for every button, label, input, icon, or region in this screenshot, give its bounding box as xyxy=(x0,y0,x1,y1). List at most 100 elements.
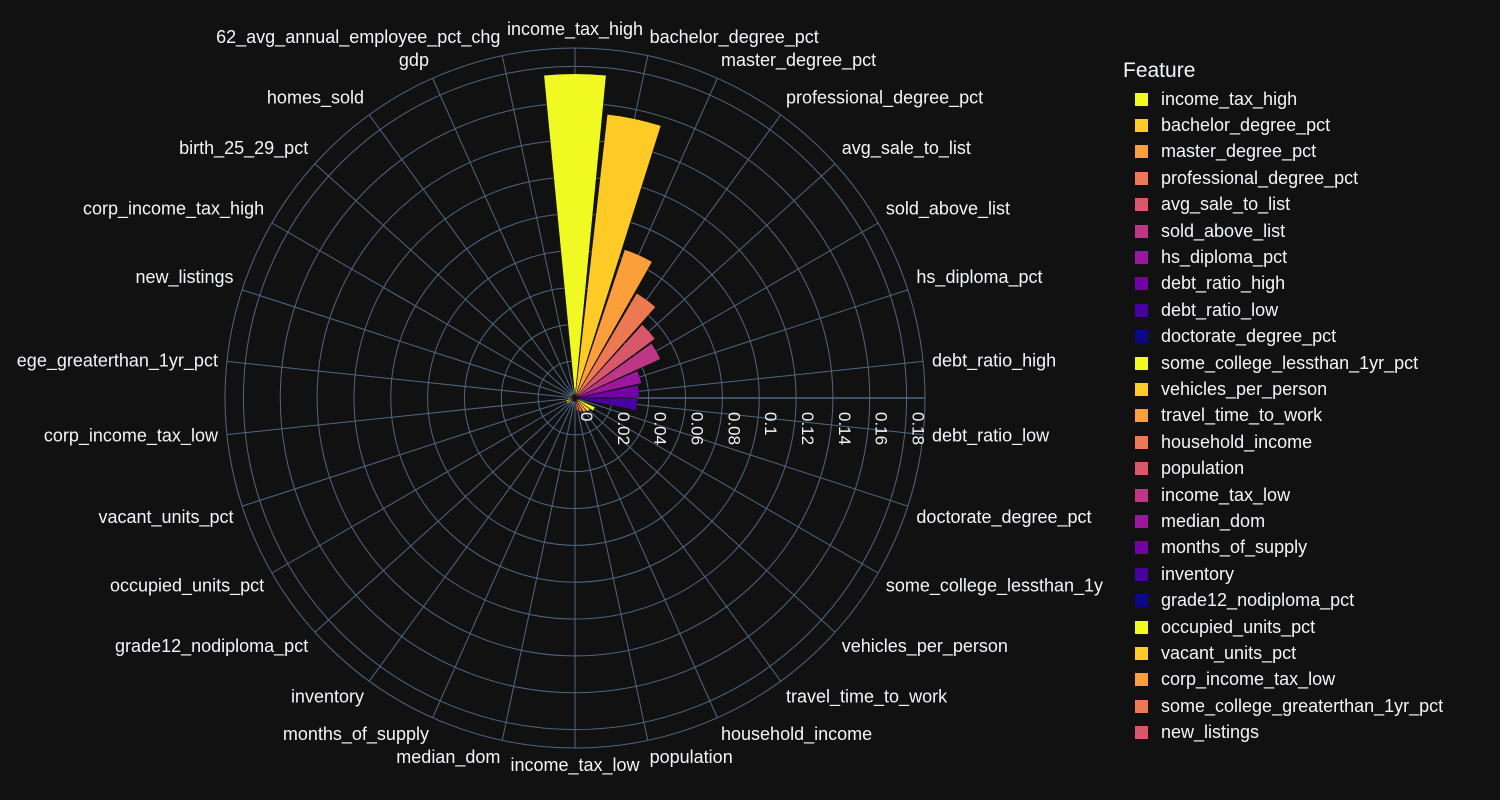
bar-household_income[interactable] xyxy=(574,397,583,413)
bar-sold_above_list[interactable] xyxy=(574,343,661,399)
grid-spoke xyxy=(314,397,576,633)
radial-tick-label: 0.16 xyxy=(872,412,891,445)
legend-item[interactable]: doctorate_degree_pct xyxy=(1123,324,1500,350)
bar-corp_income_tax_low[interactable] xyxy=(567,397,576,400)
legend-label: debt_ratio_high xyxy=(1161,273,1286,294)
legend-label: bachelor_degree_pct xyxy=(1161,115,1331,136)
legend-swatch xyxy=(1135,145,1148,159)
angular-label: ege_greaterthan_1yr_pct xyxy=(17,350,218,371)
angular-label: inventory xyxy=(291,686,364,706)
bar-hs_diploma_pct[interactable] xyxy=(574,370,642,399)
legend-label: avg_sale_to_list xyxy=(1161,194,1291,215)
angular-label: months_of_supply xyxy=(283,724,429,745)
legend-item[interactable]: hs_diploma_pct xyxy=(1123,244,1500,270)
legend-swatch xyxy=(1135,382,1148,396)
legend-item[interactable]: debt_ratio_high xyxy=(1123,271,1500,297)
grid-spoke xyxy=(574,397,718,718)
legend-item[interactable]: inventory xyxy=(1123,561,1500,587)
legend-label: master_degree_pct xyxy=(1161,141,1317,162)
legend-swatch xyxy=(1135,673,1148,687)
axis-labels: 0 0.02 0.04 0.06 0.08 0.1 0.12 0.14 0.16 0.18 inco… xyxy=(17,19,1103,776)
legend-label: hs_diploma_pct xyxy=(1161,247,1288,268)
legend-label: household_income xyxy=(1161,431,1313,452)
legend-item[interactable]: avg_sale_to_list xyxy=(1123,192,1500,218)
grid-spoke xyxy=(501,397,576,741)
legend-item[interactable]: months_of_supply xyxy=(1123,535,1500,561)
bar-debt_ratio_high[interactable] xyxy=(574,384,640,399)
bar-professional_degree_pct[interactable] xyxy=(574,292,656,399)
bar-debt_ratio_low[interactable] xyxy=(574,397,638,411)
grid-spoke xyxy=(574,397,909,507)
legend-item[interactable]: occupied_units_pct xyxy=(1123,614,1500,640)
grid-spoke xyxy=(574,397,782,682)
legend-item[interactable]: corp_income_tax_low xyxy=(1123,667,1500,693)
angular-label: doctorate_degree_pct xyxy=(916,507,1091,528)
bar-vacant_units_pct[interactable] xyxy=(565,397,576,403)
legend-item[interactable]: professional_degree_pct xyxy=(1123,165,1500,191)
angular-label: median_dom xyxy=(396,747,500,768)
grid-spoke xyxy=(226,397,576,436)
angular-label: sold_above_list xyxy=(886,199,1010,220)
radial-tick-label: 0.14 xyxy=(835,412,854,445)
legend-label: corp_income_tax_low xyxy=(1161,669,1336,690)
angular-label: birth_25_29_pct xyxy=(179,138,308,159)
legend-label: vacant_units_pct xyxy=(1161,642,1297,663)
bar-master_degree_pct[interactable] xyxy=(574,249,653,399)
bar-vehicles_per_person[interactable] xyxy=(574,397,591,412)
legend-label: professional_degree_pct xyxy=(1161,167,1359,188)
legend-item[interactable]: household_income xyxy=(1123,429,1500,455)
angular-label: bachelor_degree_pct xyxy=(650,27,819,48)
legend-swatch xyxy=(1135,435,1148,449)
legend-item[interactable]: income_tax_high xyxy=(1123,86,1500,112)
legend-item[interactable]: travel_time_to_work xyxy=(1123,403,1500,429)
legend-item[interactable]: master_degree_pct xyxy=(1123,139,1500,165)
legend-label: inventory xyxy=(1161,563,1235,584)
legend-swatch xyxy=(1135,541,1148,555)
bar-some_college_lessthan_1yr_pct[interactable] xyxy=(574,397,596,412)
bar-avg_sale_to_list[interactable] xyxy=(574,324,656,399)
grid-spoke xyxy=(368,397,576,682)
legend-item[interactable]: population xyxy=(1123,455,1500,481)
angular-label: income_tax_high xyxy=(507,19,643,40)
legend-item[interactable]: median_dom xyxy=(1123,508,1500,534)
legend-label: some_college_greaterthan_1yr_pct xyxy=(1161,695,1444,716)
bar-travel_time_to_work[interactable] xyxy=(574,397,587,413)
legend-item[interactable]: vehicles_per_person xyxy=(1123,376,1500,402)
legend-swatch xyxy=(1135,488,1148,502)
bars-group xyxy=(543,73,662,413)
angular-label: corp_income_tax_high xyxy=(83,199,264,220)
legend-item[interactable]: some_college_greaterthan_1yr_pct xyxy=(1123,693,1500,719)
grid-spoke xyxy=(241,397,576,507)
legend-item[interactable]: some_college_lessthan_1yr_pct xyxy=(1123,350,1500,376)
radial-tick-label: 0.06 xyxy=(688,412,707,445)
bar-62_avg_annual_employee_pct_chg[interactable] xyxy=(573,394,576,399)
grid-spoke xyxy=(271,397,576,574)
legend-label: months_of_supply xyxy=(1161,537,1308,558)
angular-label: vacant_units_pct xyxy=(98,507,233,528)
grid-spoke xyxy=(241,289,576,399)
angular-label: master_degree_pct xyxy=(721,50,876,71)
angular-label: homes_sold xyxy=(267,88,364,109)
legend-label: vehicles_per_person xyxy=(1161,378,1328,399)
legend-label: grade12_nodiploma_pct xyxy=(1161,590,1355,611)
bar-bachelor_degree_pct[interactable] xyxy=(574,114,662,399)
bar-population[interactable] xyxy=(574,397,580,412)
legend-item[interactable]: new_listings xyxy=(1123,719,1500,745)
bar-income_tax_high[interactable] xyxy=(543,73,607,399)
legend-label: income_tax_high xyxy=(1161,88,1298,109)
radial-tick-label: 0.12 xyxy=(798,412,817,445)
legend-item[interactable]: income_tax_low xyxy=(1123,482,1500,508)
legend-swatch xyxy=(1135,119,1148,133)
grid-spoke xyxy=(432,397,576,718)
legend-item[interactable]: vacant_units_pct xyxy=(1123,640,1500,666)
legend-label: sold_above_list xyxy=(1161,220,1286,241)
legend-item[interactable]: debt_ratio_low xyxy=(1123,297,1500,323)
legend-label: travel_time_to_work xyxy=(1161,405,1323,426)
grid-spoke xyxy=(226,360,576,399)
angular-label: travel_time_to_work xyxy=(786,686,948,707)
legend-item[interactable]: sold_above_list xyxy=(1123,218,1500,244)
legend-label: occupied_units_pct xyxy=(1161,616,1316,637)
legend-item[interactable]: grade12_nodiploma_pct xyxy=(1123,587,1500,613)
legend-swatch xyxy=(1135,356,1148,370)
legend-item[interactable]: bachelor_degree_pct xyxy=(1123,112,1500,138)
